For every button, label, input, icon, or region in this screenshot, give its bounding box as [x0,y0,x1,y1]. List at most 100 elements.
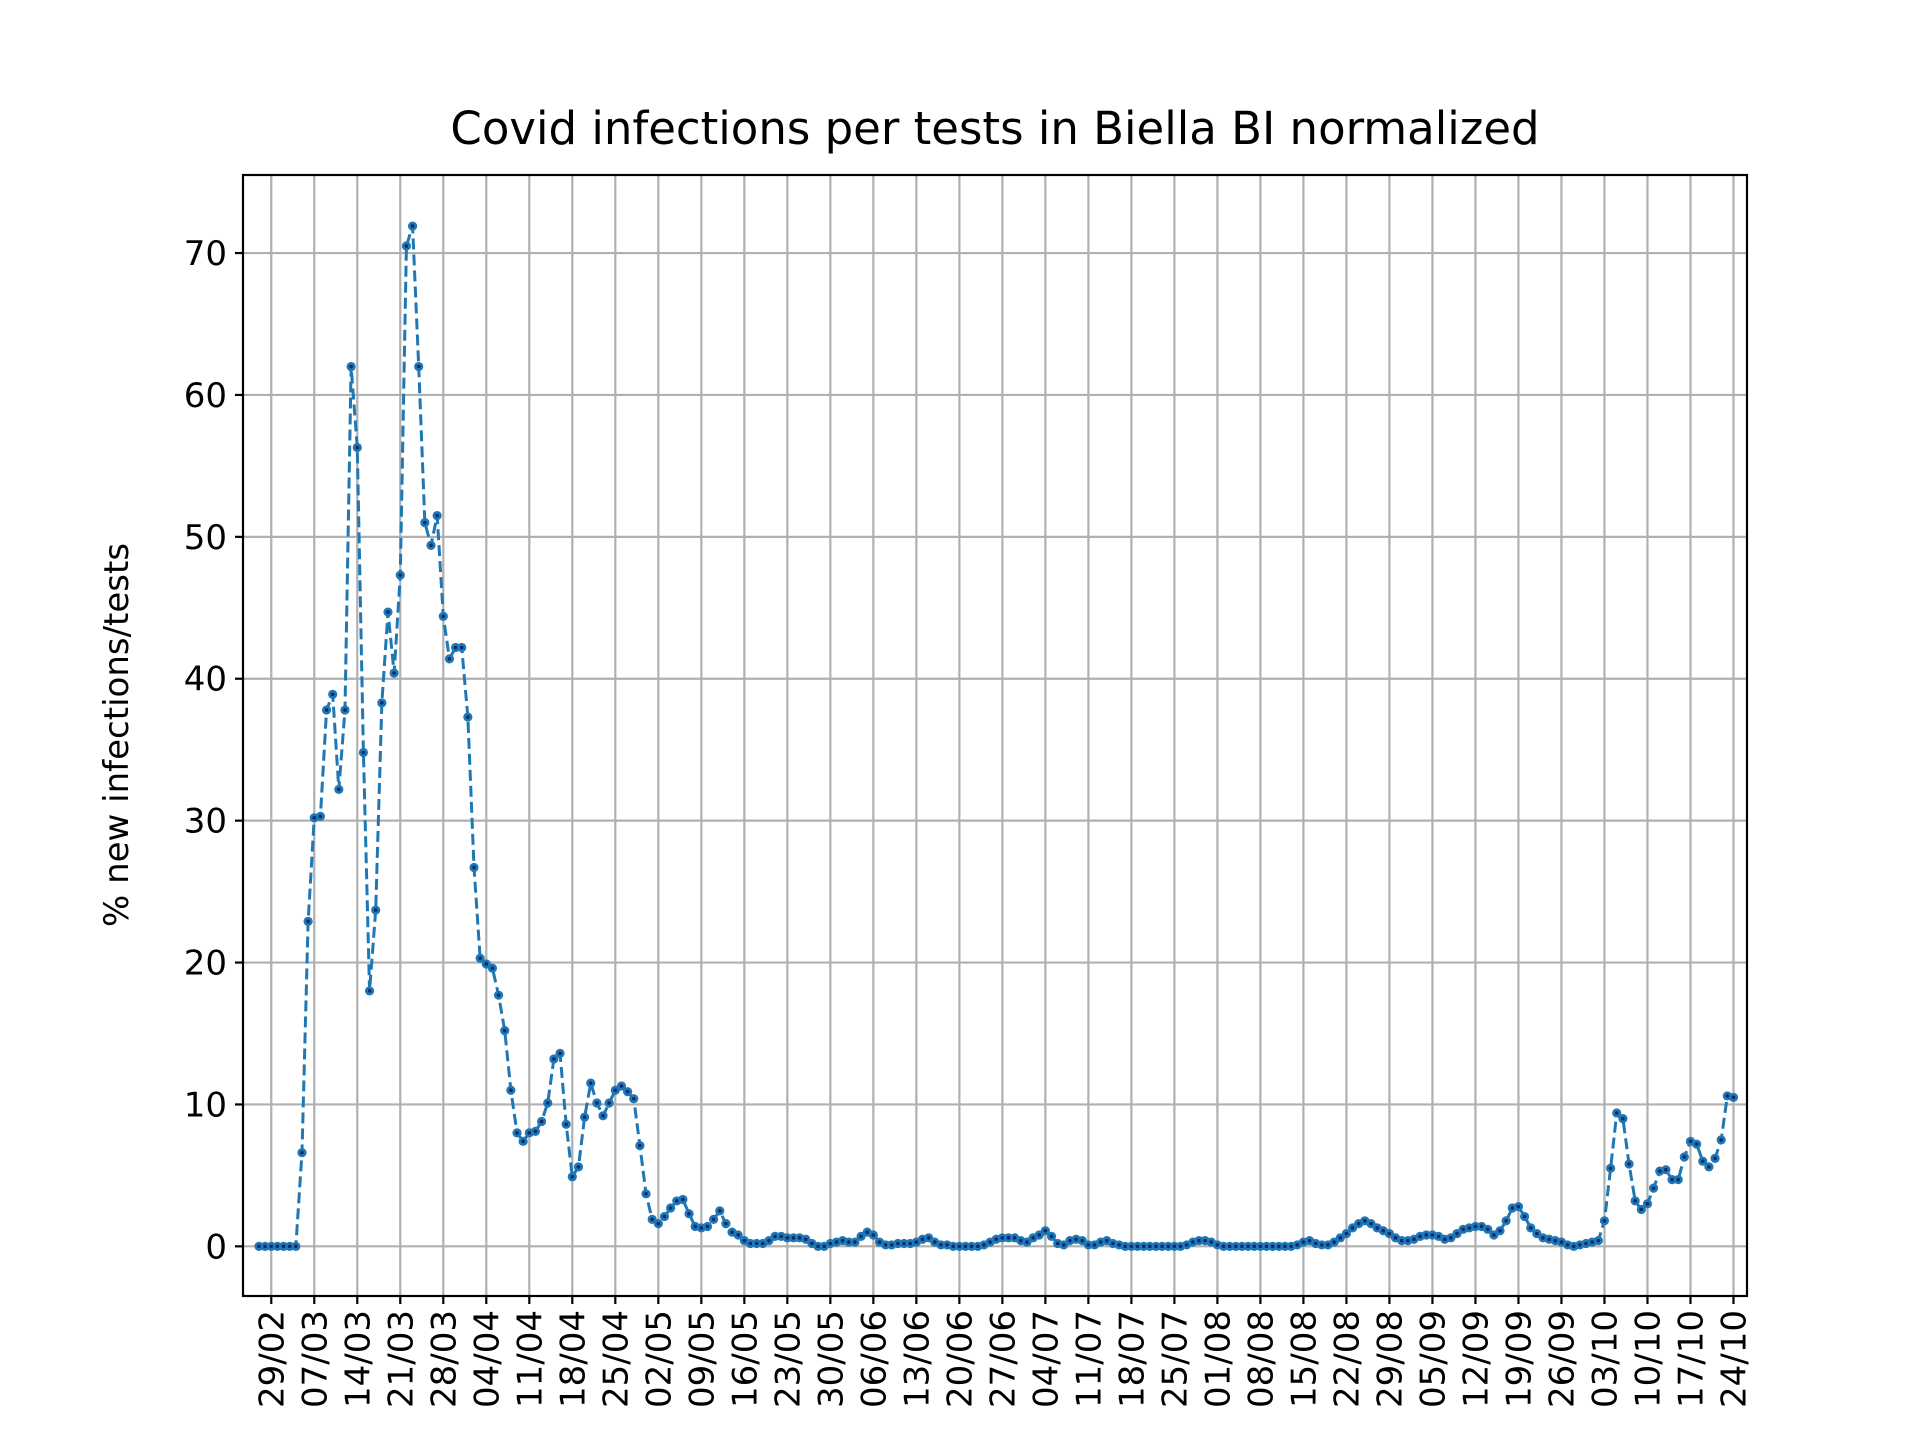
data-point-center [1055,1241,1060,1246]
data-point-center [699,1226,704,1230]
data-point-center [1455,1231,1459,1236]
data-point-center [828,1241,833,1246]
data-point-center [1412,1237,1416,1242]
x-tick-label: 03/10 [1585,1310,1625,1408]
chart-title: Covid infections per tests in Biella BI … [450,102,1539,155]
grid-layer [243,175,1747,1296]
y-tick-label: 20 [184,944,227,984]
data-point-center [269,1244,274,1249]
data-point-center [1621,1116,1625,1121]
data-point-center [330,692,335,697]
data-point-center [466,715,470,719]
data-point-center [932,1240,937,1244]
data-point-center [969,1244,974,1249]
data-point-center [859,1234,863,1239]
data-point-center [1571,1244,1576,1249]
data-point-center [1449,1236,1453,1240]
data-point-center [1731,1095,1736,1100]
data-point-center [1498,1228,1502,1233]
data-point-center [404,244,409,248]
data-point-center [1522,1214,1527,1219]
data-point-center [1197,1238,1201,1243]
data-point-center [1375,1226,1379,1230]
data-point-center [1006,1236,1011,1240]
data-point-center [1547,1237,1551,1242]
data-point-center [1277,1244,1281,1249]
data-point-center [742,1238,747,1243]
data-point-center [1203,1238,1207,1243]
data-point-center [527,1131,532,1135]
data-point-center [1025,1240,1029,1244]
x-tick-label: 23/05 [768,1310,808,1408]
data-point-center [1442,1237,1447,1242]
data-point-center [920,1237,925,1242]
data-point-center [1166,1244,1171,1249]
data-point-center [558,1051,562,1056]
data-point-center [459,645,464,650]
data-point-center [1651,1186,1656,1190]
data-point-center [834,1240,839,1244]
data-point-center [1313,1241,1318,1246]
data-point-center [1559,1240,1564,1244]
data-point-center [1117,1243,1121,1247]
data-point-center [760,1241,765,1246]
data-point-center [1535,1231,1539,1236]
data-point-center [1510,1206,1515,1210]
data-point-center [1381,1228,1386,1233]
data-point-center [386,610,390,614]
data-point-center [1012,1236,1017,1240]
data-point-center [1492,1233,1496,1237]
data-point-center [337,787,341,792]
data-point-center [705,1224,710,1229]
y-tick-label: 0 [205,1227,227,1267]
data-point-center [539,1119,544,1124]
data-point-center [767,1238,771,1243]
data-point-center [423,520,427,525]
data-point-center [1344,1231,1349,1236]
data-point-center [1068,1238,1072,1243]
data-point-center [349,364,353,369]
data-point-center [693,1224,697,1229]
data-point-center [644,1192,648,1196]
data-point-center [263,1244,267,1249]
data-point-center [380,701,384,705]
x-tick-label: 22/08 [1327,1310,1367,1408]
data-point-center [773,1234,777,1239]
data-point-center [1178,1244,1183,1249]
x-tick-label: 30/05 [811,1310,851,1408]
data-point-center [1264,1244,1269,1249]
data-point-center [730,1230,734,1234]
x-tick-label: 27/06 [983,1310,1023,1408]
data-point-center [865,1230,870,1234]
data-point-center [398,573,403,577]
data-point-center [1074,1237,1078,1242]
data-point-center [982,1243,986,1247]
data-point-center [754,1241,759,1246]
data-point-center [1246,1244,1250,1249]
data-point-center [846,1240,851,1244]
data-point-center [1657,1169,1662,1173]
data-point-center [1080,1238,1085,1243]
data-point-center [1307,1238,1312,1243]
data-point-center [1700,1159,1705,1163]
data-point-center [570,1175,575,1179]
data-point-center [306,919,310,924]
x-tick-label: 18/07 [1112,1310,1152,1408]
data-point-center [625,1089,630,1094]
data-point-center [416,364,421,369]
data-point-center [1479,1224,1484,1229]
data-point-center [785,1236,790,1240]
data-point-center [1062,1243,1066,1247]
data-point-center [1418,1234,1422,1239]
data-point-center [1473,1224,1478,1229]
data-point-center [1350,1226,1355,1230]
x-tick-label: 04/07 [1026,1310,1066,1408]
data-point-center [545,1101,550,1105]
data-point-center [1719,1138,1723,1142]
data-point-center [1467,1226,1472,1230]
data-point-center [1608,1166,1613,1171]
data-point-center [1000,1236,1005,1240]
data-point-center [717,1209,722,1213]
data-point-center [373,908,378,912]
